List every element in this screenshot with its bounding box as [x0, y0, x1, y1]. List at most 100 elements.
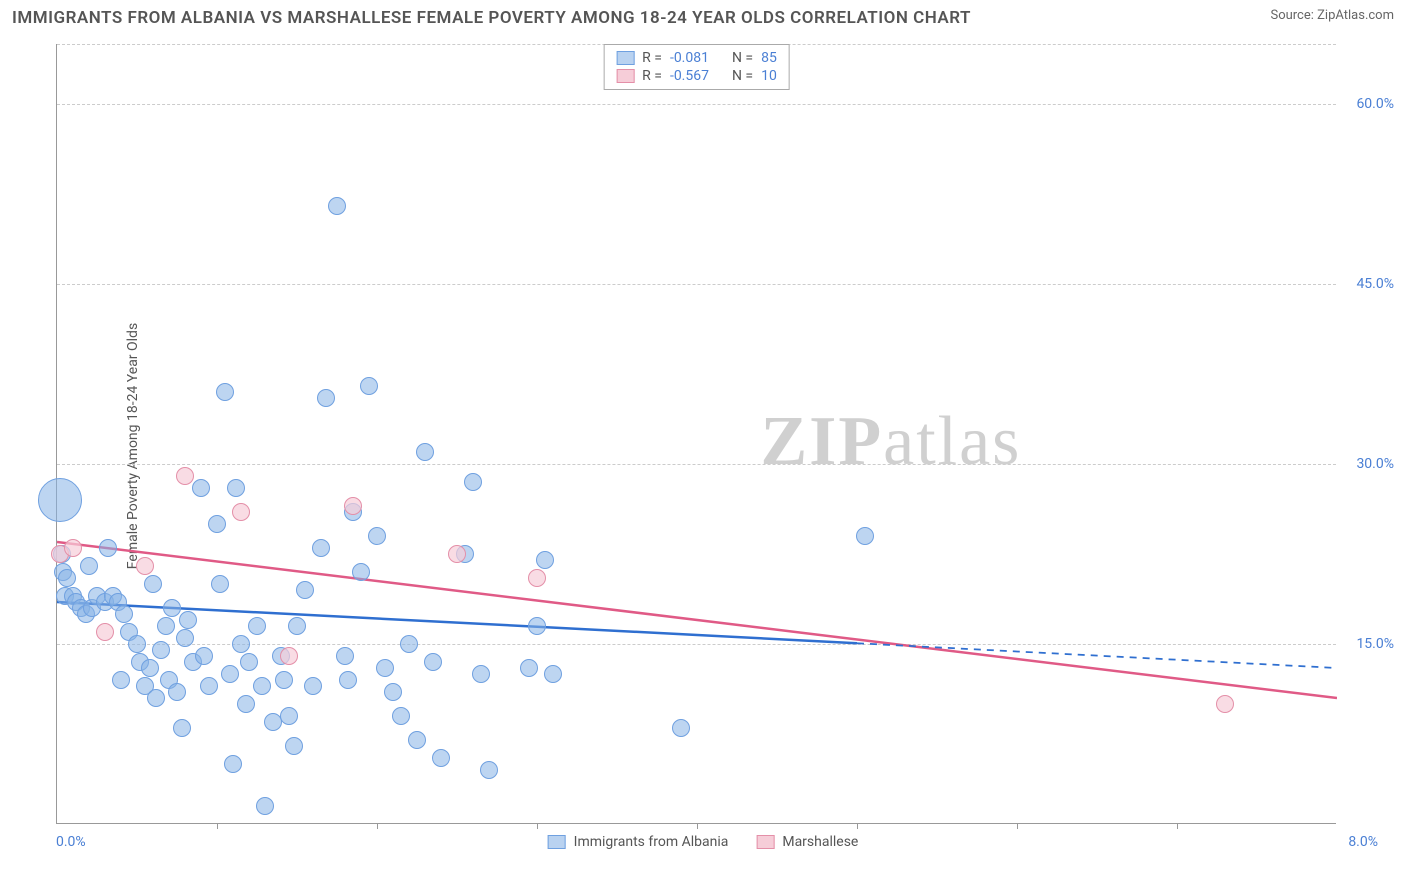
data-point-pink [176, 467, 194, 485]
data-point-blue [672, 719, 690, 737]
data-point-pink [136, 557, 154, 575]
swatch-marshallese [756, 835, 774, 849]
legend-label-marshallese: Marshallese [782, 834, 858, 850]
x-tick-mark [1177, 823, 1178, 829]
x-tick-mark [1017, 823, 1018, 829]
data-point-blue [232, 635, 250, 653]
legend-item-albania: Immigrants from Albania [548, 834, 729, 850]
data-point-blue [280, 707, 298, 725]
data-point-blue [400, 635, 418, 653]
data-point-blue [520, 659, 538, 677]
data-point-blue [296, 581, 314, 599]
data-point-blue [304, 677, 322, 695]
source-prefix: Source: [1270, 8, 1317, 23]
n-label: N = [732, 68, 753, 84]
r-value-pink: -0.567 [670, 68, 709, 84]
data-point-blue [856, 527, 874, 545]
x-tick-mark [857, 823, 858, 829]
data-point-blue [360, 377, 378, 395]
data-point-blue [224, 755, 242, 773]
data-point-blue [376, 659, 394, 677]
data-point-blue [285, 737, 303, 755]
x-tick-mark [697, 823, 698, 829]
data-point-blue [312, 539, 330, 557]
data-point-blue [99, 539, 117, 557]
data-point-blue [464, 473, 482, 491]
data-point-blue [163, 599, 181, 617]
data-point-blue [157, 617, 175, 635]
data-point-blue [192, 479, 210, 497]
chart-title: IMMIGRANTS FROM ALBANIA VS MARSHALLESE F… [12, 8, 971, 28]
data-point-blue [480, 761, 498, 779]
x-axis-max-label: 8.0% [1348, 834, 1378, 850]
data-point-blue [336, 647, 354, 665]
swatch-albania [548, 835, 566, 849]
x-axis-min-label: 0.0% [56, 834, 86, 850]
data-point-blue [432, 749, 450, 767]
grid-line [57, 464, 1336, 465]
chart-source: Source: ZipAtlas.com [1270, 8, 1394, 23]
data-point-blue [275, 671, 293, 689]
legend-correlation: R = -0.081 N = 85 R = -0.567 N = 10 [603, 44, 790, 90]
data-point-blue [179, 611, 197, 629]
data-point-pink [232, 503, 250, 521]
data-point-blue [536, 551, 554, 569]
n-label: N = [732, 50, 753, 66]
data-point-blue [424, 653, 442, 671]
data-point-blue [176, 629, 194, 647]
data-point-pink [448, 545, 466, 563]
data-point-blue [152, 641, 170, 659]
data-point-pink [64, 539, 82, 557]
n-value-blue: 85 [761, 50, 777, 66]
data-point-blue [147, 689, 165, 707]
data-point-blue [472, 665, 490, 683]
y-tick-label: 15.0% [1356, 636, 1394, 652]
grid-line [57, 104, 1336, 105]
y-tick-label: 60.0% [1356, 96, 1394, 112]
trendline-dashed [857, 643, 1337, 668]
watermark: ZIPatlas [760, 402, 1021, 482]
n-value-pink: 10 [761, 68, 777, 84]
data-point-blue [544, 665, 562, 683]
data-point-pink [528, 569, 546, 587]
data-point-blue [112, 671, 130, 689]
data-point-blue [144, 575, 162, 593]
data-point-blue [408, 731, 426, 749]
legend-series: Immigrants from Albania Marshallese [542, 834, 865, 850]
data-point-pink [1216, 695, 1234, 713]
data-point-blue [256, 797, 274, 815]
data-point-blue [38, 478, 82, 522]
grid-line [57, 284, 1336, 285]
data-point-blue [240, 653, 258, 671]
data-point-blue [237, 695, 255, 713]
data-point-blue [384, 683, 402, 701]
data-point-blue [221, 665, 239, 683]
data-point-blue [128, 635, 146, 653]
source-name: ZipAtlas.com [1317, 8, 1394, 23]
data-point-blue [211, 575, 229, 593]
data-point-pink [96, 623, 114, 641]
data-point-blue [416, 443, 434, 461]
watermark-atlas: atlas [883, 403, 1021, 480]
data-point-blue [200, 677, 218, 695]
r-label: R = [642, 50, 662, 66]
data-point-blue [328, 197, 346, 215]
legend-label-albania: Immigrants from Albania [574, 834, 729, 850]
legend-item-marshallese: Marshallese [756, 834, 858, 850]
data-point-blue [168, 683, 186, 701]
swatch-pink [616, 69, 634, 83]
data-point-blue [528, 617, 546, 635]
r-value-blue: -0.081 [670, 50, 709, 66]
data-point-blue [248, 617, 266, 635]
data-point-blue [339, 671, 357, 689]
data-point-blue [392, 707, 410, 725]
swatch-blue [616, 51, 634, 65]
watermark-zip: ZIP [760, 403, 883, 480]
data-point-pink [344, 497, 362, 515]
y-tick-label: 30.0% [1356, 456, 1394, 472]
data-point-blue [368, 527, 386, 545]
data-point-blue [173, 719, 191, 737]
y-tick-label: 45.0% [1356, 276, 1394, 292]
data-point-blue [195, 647, 213, 665]
data-point-blue [216, 383, 234, 401]
